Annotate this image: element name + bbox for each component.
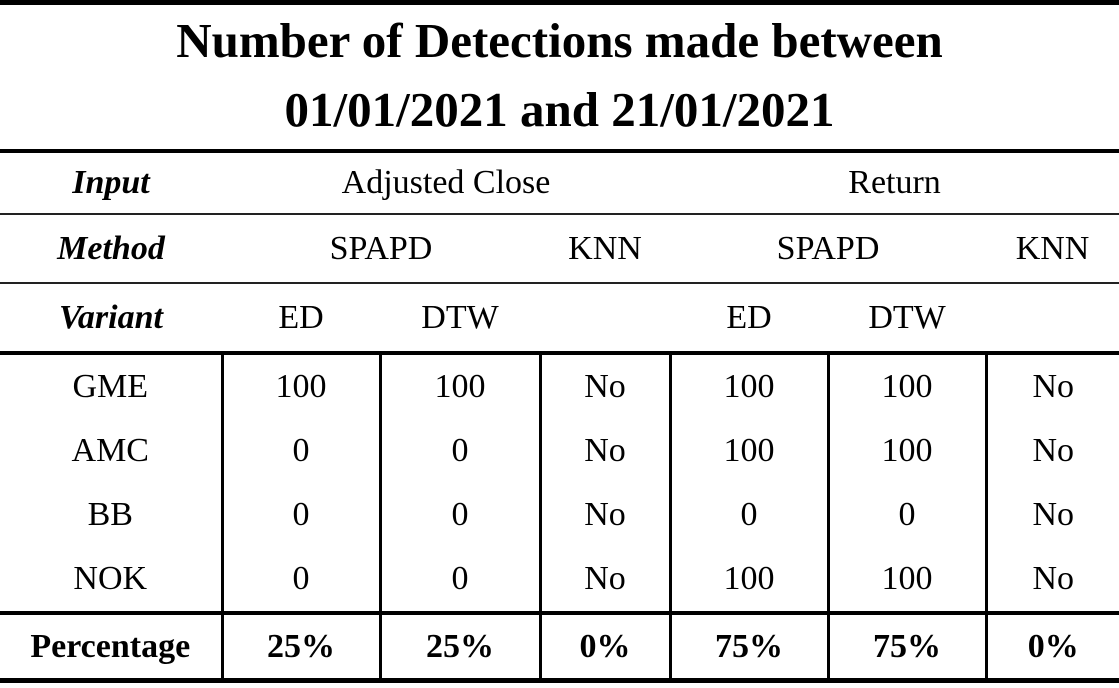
value-cell: 100 [220, 351, 380, 419]
variant-label: Variant [0, 282, 222, 353]
value-cell: 0 [826, 483, 987, 547]
variant-dtw-2: DTW [828, 282, 987, 353]
percentage-cell: 75% [668, 611, 829, 683]
percentage-cell: 0% [984, 611, 1119, 683]
value-cell: 0 [220, 547, 380, 613]
value-cell: No [984, 419, 1119, 483]
ticker-cell: GME [0, 351, 222, 419]
value-cell: 100 [826, 547, 987, 613]
method-spapd-2: SPAPD [670, 213, 987, 283]
table-title: Number of Detections made between 01/01/… [0, 6, 1119, 144]
value-cell: No [984, 547, 1119, 613]
value-cell: 100 [668, 419, 829, 483]
variant-empty-1 [540, 282, 671, 353]
percentage-cell: 25% [220, 611, 380, 683]
variant-dtw-1: DTW [380, 282, 540, 353]
table-row: BB 0 0 No 0 0 No [0, 483, 1119, 547]
header-row-variant: Variant ED DTW ED DTW [0, 282, 1119, 353]
header-row-input: Input Adjusted Close Return [0, 149, 1119, 214]
value-cell: 100 [668, 547, 829, 613]
detections-table: Input Adjusted Close Return Method SPAPD… [0, 149, 1119, 683]
value-cell: 0 [378, 483, 540, 547]
percentage-row: Percentage 25% 25% 0% 75% 75% 0% [0, 611, 1119, 683]
value-cell: No [538, 483, 671, 547]
value-cell: No [984, 483, 1119, 547]
header-row-method: Method SPAPD KNN SPAPD KNN [0, 213, 1119, 283]
ticker-cell: BB [87, 496, 133, 533]
title-line-2: 01/01/2021 and 21/01/2021 [284, 82, 835, 137]
value-cell: No [538, 547, 671, 613]
value-cell: 100 [826, 351, 987, 419]
method-knn-1: KNN [540, 213, 671, 283]
value-cell: 100 [668, 351, 829, 419]
value-cell: 0 [378, 419, 540, 483]
percentage-cell: 0% [538, 611, 671, 683]
percentage-label: Percentage [0, 611, 222, 683]
ticker-cell: AMC [71, 432, 149, 469]
top-rule [0, 0, 1119, 5]
input-label: Input [0, 149, 222, 214]
variant-ed-2: ED [670, 282, 829, 353]
table-row: GME 100 100 No 100 100 No [0, 351, 1119, 419]
value-cell: 0 [668, 483, 829, 547]
value-cell: 0 [378, 547, 540, 613]
value-cell: 100 [378, 351, 540, 419]
variant-empty-2 [986, 282, 1119, 353]
value-cell: 100 [826, 419, 987, 483]
table-row: AMC 0 0 No 100 100 No [0, 419, 1119, 483]
header-adjusted-close: Adjusted Close [222, 149, 671, 214]
title-line-1: Number of Detections made between [176, 13, 943, 68]
variant-ed-1: ED [222, 282, 380, 353]
method-knn-2: KNN [986, 213, 1119, 283]
header-return: Return [670, 149, 1119, 214]
value-cell: 0 [220, 419, 380, 483]
ticker-cell: NOK [73, 560, 148, 597]
value-cell: 0 [220, 483, 380, 547]
value-cell: No [538, 419, 671, 483]
table-row: NOK 0 0 No 100 100 No [0, 547, 1119, 613]
value-cell: No [538, 351, 671, 419]
percentage-cell: 75% [826, 611, 987, 683]
value-cell: No [984, 351, 1119, 419]
method-label: Method [0, 213, 222, 283]
percentage-cell: 25% [378, 611, 540, 683]
method-spapd-1: SPAPD [222, 213, 540, 283]
